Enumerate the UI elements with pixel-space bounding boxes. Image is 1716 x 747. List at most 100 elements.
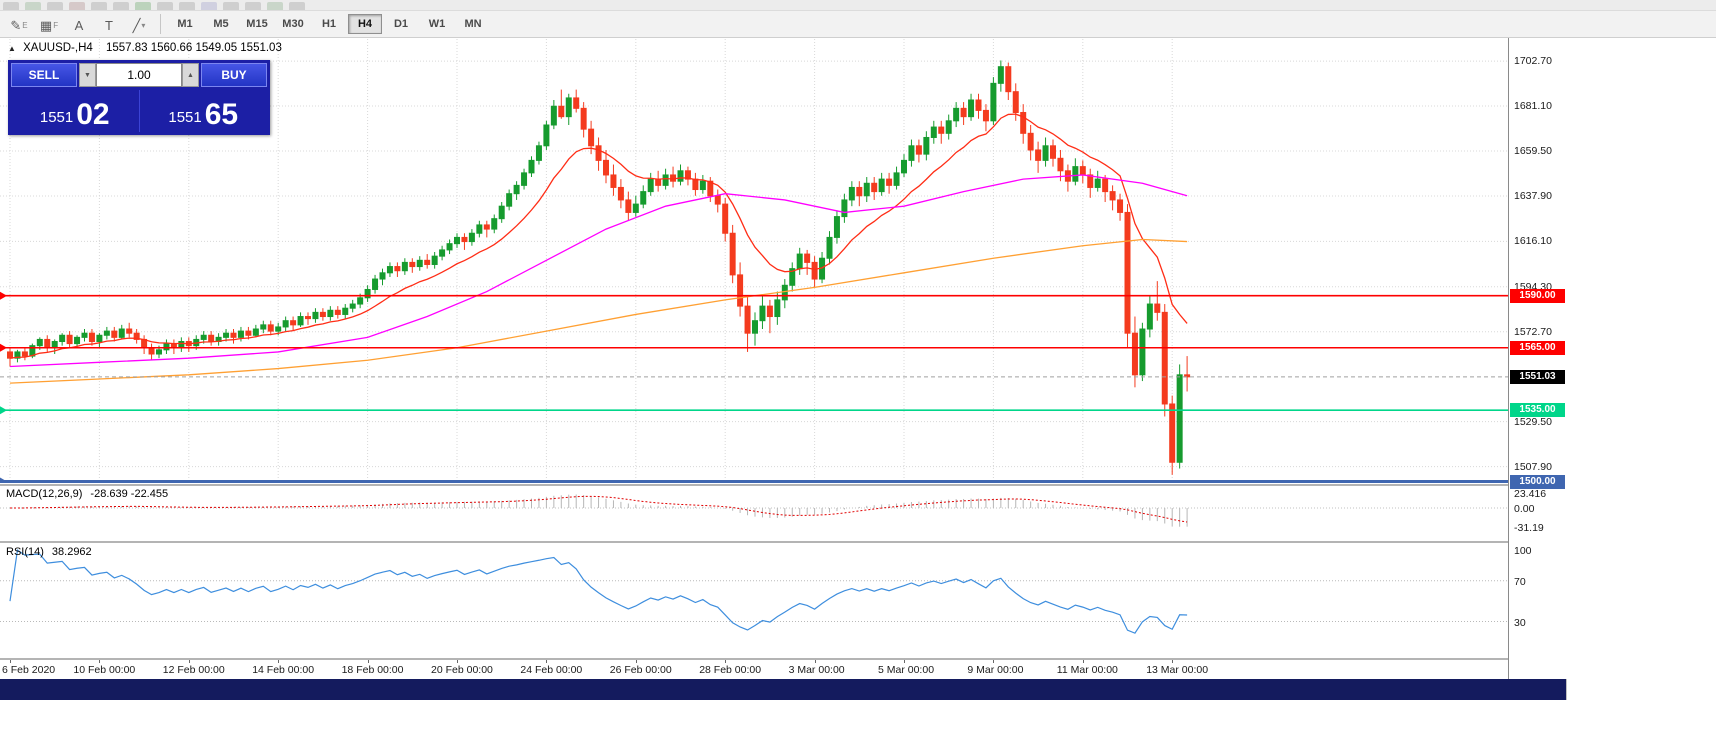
price-tick-label: 1572.70 xyxy=(1514,325,1552,338)
timeframe-h4[interactable]: H4 xyxy=(348,14,382,34)
chart-title: ▲ XAUUSD-,H4 1557.83 1560.66 1549.05 155… xyxy=(8,42,282,54)
time-axis-label: 6 Feb 2020 xyxy=(2,664,56,676)
rsi-label: RSI(14) 38.2962 xyxy=(6,546,92,558)
price-tick-label: 1637.90 xyxy=(1514,189,1552,202)
lot-decrease-icon[interactable]: ▼ xyxy=(79,63,96,87)
clipped-toolbar-icon[interactable] xyxy=(47,2,63,10)
chart-area: ▲ XAUUSD-,H4 1557.83 1560.66 1549.05 155… xyxy=(0,38,1567,700)
clipped-toolbar-icon[interactable] xyxy=(201,2,217,10)
time-axis-label: 26 Feb 00:00 xyxy=(609,664,672,676)
price-tick-label: 1702.70 xyxy=(1514,55,1552,68)
clipped-toolbar-icon[interactable] xyxy=(223,2,239,10)
lot-increase-icon[interactable]: ▲ xyxy=(182,63,199,87)
ohlc-readout: 1557.83 1560.66 1549.05 1551.03 xyxy=(105,42,282,54)
price-chart[interactable] xyxy=(0,39,1508,483)
macd-scale-label: 23.416 xyxy=(1514,488,1547,501)
text-box-icon[interactable]: T xyxy=(105,18,113,33)
rsi-scale-label: 30 xyxy=(1514,616,1526,629)
timeframe-m15[interactable]: M15 xyxy=(246,18,268,30)
level-marker-icon xyxy=(0,477,7,483)
time-axis-label: 9 Mar 00:00 xyxy=(967,664,1024,676)
timeframe-m1[interactable]: M1 xyxy=(177,18,193,30)
macd-scale-label: 0.00 xyxy=(1514,503,1535,515)
clipped-toolbar-row xyxy=(0,0,1716,11)
price-scale: 1702.70 1681.10 1659.50 1637.90 1616.10 1594.… xyxy=(1508,38,1567,679)
candlestick-series xyxy=(7,60,1191,475)
level-marker-icon xyxy=(0,406,7,415)
time-axis-label: 14 Feb 00:00 xyxy=(252,664,315,676)
text-annotation-icon[interactable]: A xyxy=(74,18,84,33)
clipped-toolbar-icon[interactable] xyxy=(157,2,173,10)
clipped-toolbar-icon[interactable] xyxy=(179,2,195,10)
tool-icon-group: ✎ E ▦ F A T ╱ ▾ xyxy=(4,12,154,36)
clipped-toolbar-icon[interactable] xyxy=(245,2,261,10)
timeframe-d1[interactable]: D1 xyxy=(393,18,409,30)
clipped-toolbar-icon[interactable] xyxy=(25,2,41,10)
price-badge-1590.00: 1590.00 xyxy=(1510,288,1565,303)
timeframe-mn[interactable]: MN xyxy=(464,18,482,30)
one-click-trading-panel: SELL ▼ ▲ BUY 1551 02 1551 65 xyxy=(8,60,270,135)
ma-mid-line xyxy=(9,174,1188,368)
symbol-timeframe-label: XAUUSD-,H4 xyxy=(23,42,93,54)
timeframe-m30[interactable]: M30 xyxy=(282,18,304,30)
timeframe-w1[interactable]: W1 xyxy=(428,18,446,30)
time-axis-label: 3 Mar 00:00 xyxy=(788,664,845,676)
bid-pip-digits: 02 xyxy=(76,98,110,131)
bid-main-digits: 1551 xyxy=(39,109,74,126)
price-badge-1565.00: 1565.00 xyxy=(1510,340,1565,355)
level-marker-icon xyxy=(0,291,7,300)
time-tick xyxy=(188,660,190,663)
ma-slow-line xyxy=(9,238,1188,384)
time-tick xyxy=(904,660,905,663)
price-badge-1535.00: 1535.00 xyxy=(1510,403,1565,418)
time-tick xyxy=(635,660,637,663)
price-tick-label: 1681.10 xyxy=(1514,100,1552,113)
bid-price[interactable]: 1551 02 xyxy=(11,90,140,132)
panel-separator[interactable] xyxy=(0,541,1566,543)
drawing-tools-icon[interactable]: ╱ ▾ xyxy=(132,18,146,33)
indicators-icon[interactable]: ✎ E xyxy=(10,18,28,33)
time-axis-label: 10 Feb 00:00 xyxy=(73,664,136,676)
clipped-toolbar-icon[interactable] xyxy=(69,2,85,10)
time-axis-label: 11 Mar 00:00 xyxy=(1056,664,1118,676)
clipped-toolbar-icon[interactable] xyxy=(113,2,129,10)
macd-scale-label: -31.19 xyxy=(1514,522,1544,535)
clipped-toolbar-icon[interactable] xyxy=(267,2,283,10)
rsi-panel[interactable] xyxy=(0,544,1508,658)
time-axis-label: 13 Mar 00:00 xyxy=(1146,664,1209,676)
price-tick-label: 1616.10 xyxy=(1514,235,1552,248)
grid-template-icon[interactable]: ▦ F xyxy=(39,18,59,33)
time-axis-label: 12 Feb 00:00 xyxy=(162,664,225,676)
time-axis: 6 Feb 2020 10 Feb 00:00 12 Feb 00:00 14 Feb… xyxy=(0,660,1508,679)
ask-pip-digits: 65 xyxy=(204,98,239,131)
panel-separator xyxy=(0,658,1566,660)
sell-button[interactable]: SELL xyxy=(11,63,77,87)
time-axis-label: 28 Feb 00:00 xyxy=(699,664,762,676)
rsi-line xyxy=(9,549,1188,634)
lot-size-control: ▼ ▲ xyxy=(79,63,199,87)
clipped-toolbar-icon[interactable] xyxy=(135,2,151,10)
timeframe-m5[interactable]: M5 xyxy=(213,18,229,30)
timeframe-h1[interactable]: H1 xyxy=(321,18,337,30)
ask-price[interactable]: 1551 65 xyxy=(140,90,268,132)
clipped-toolbar-icon[interactable] xyxy=(3,2,19,10)
ask-main-digits: 1551 xyxy=(168,109,202,126)
time-tick xyxy=(278,660,280,663)
rsi-scale-label: 70 xyxy=(1514,575,1526,588)
price-tick-label: 1507.90 xyxy=(1514,460,1552,473)
macd-panel[interactable] xyxy=(0,486,1508,541)
time-tick xyxy=(993,660,995,663)
macd-label: MACD(12,26,9) -28.639 -22.455 xyxy=(6,488,169,500)
collapse-arrow-icon[interactable]: ▲ xyxy=(8,44,16,53)
lot-size-input[interactable] xyxy=(96,63,182,87)
panel-separator[interactable] xyxy=(0,484,1566,486)
clipped-toolbar-icon[interactable] xyxy=(289,2,305,10)
time-tick xyxy=(10,660,11,663)
buy-button[interactable]: BUY xyxy=(201,63,267,87)
time-axis-label: 5 Mar 00:00 xyxy=(878,664,935,676)
toolbar-separator xyxy=(160,14,161,34)
price-tick-label: 1659.50 xyxy=(1514,145,1552,157)
time-tick xyxy=(546,660,548,663)
bottom-status-bar xyxy=(0,679,1566,700)
clipped-toolbar-icon[interactable] xyxy=(91,2,107,10)
